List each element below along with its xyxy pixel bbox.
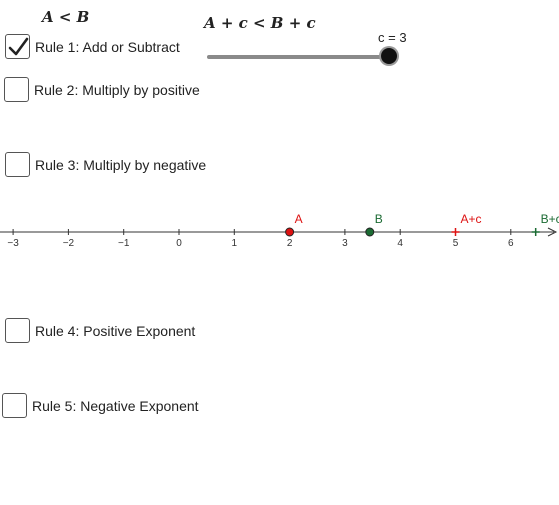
- rule-1-label: Rule 1: Add or Subtract: [35, 38, 180, 55]
- slider-c-knob[interactable]: [381, 48, 397, 64]
- checkmark-icon: [8, 37, 28, 55]
- tick-label: 1: [232, 238, 238, 249]
- point-label-a-plus-c: A+c: [461, 212, 482, 226]
- tick-label: 0: [176, 238, 182, 249]
- inequality-with-c: A + c < B + c: [204, 14, 316, 32]
- rule-2-checkbox[interactable]: [4, 77, 29, 102]
- rule-5-label: Rule 5: Negative Exponent: [32, 397, 199, 414]
- tick-label: 6: [508, 238, 514, 249]
- tick-label: 3: [342, 238, 348, 249]
- tick-label: −1: [118, 238, 130, 249]
- rule-1-checkbox[interactable]: [5, 34, 30, 59]
- rule-4-option[interactable]: Rule 4: Positive Exponent: [5, 318, 195, 343]
- tick-label: −3: [7, 238, 19, 249]
- rule-5-checkbox[interactable]: [2, 393, 27, 418]
- rule-5-option[interactable]: Rule 5: Negative Exponent: [2, 393, 199, 418]
- axis-arrow-icon: [547, 227, 558, 237]
- tick-label: 2: [287, 238, 293, 249]
- rule-1-option[interactable]: Rule 1: Add or Subtract: [5, 34, 180, 59]
- point-label-a: A: [295, 212, 303, 226]
- tick-label: −2: [63, 238, 75, 249]
- point-a: [285, 227, 295, 237]
- point-label-b: B: [375, 212, 383, 226]
- rule-3-label: Rule 3: Multiply by negative: [35, 156, 207, 173]
- slider-c-track[interactable]: [207, 55, 390, 59]
- rule-4-label: Rule 4: Positive Exponent: [35, 322, 196, 339]
- rule-3-option[interactable]: Rule 3: Multiply by negative: [5, 152, 206, 177]
- slider-c-label: c = 3: [378, 30, 407, 45]
- point-b: [365, 227, 375, 237]
- rule-4-checkbox[interactable]: [5, 318, 30, 343]
- tick-label: 4: [397, 238, 403, 249]
- rule-2-label: Rule 2: Multiply by positive: [34, 81, 200, 98]
- tick-label: 5: [453, 238, 459, 249]
- number-line: −3 −2 −1 0 1 2 3 4 5 6 A B A+c B+c: [0, 212, 559, 249]
- inequality-a-less-than-b: A < B: [42, 8, 90, 26]
- point-label-b-plus-c: B+c: [541, 212, 559, 226]
- rule-2-option[interactable]: Rule 2: Multiply by positive: [4, 77, 200, 102]
- rule-3-checkbox[interactable]: [5, 152, 30, 177]
